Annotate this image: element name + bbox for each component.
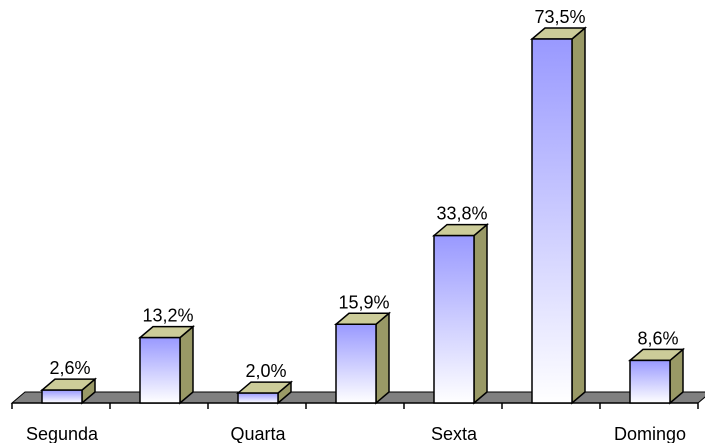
x-tick-label: Segunda: [26, 424, 99, 443]
bar-front-face: [335, 323, 377, 404]
bar-front-face: [139, 336, 181, 404]
bar-front-face: [41, 389, 83, 404]
x-tick-label: Domingo: [614, 424, 686, 443]
bar-side-face: [473, 222, 488, 405]
bar-front-face: [433, 234, 475, 404]
bar: [137, 325, 196, 405]
data-label: 2,0%: [245, 361, 286, 381]
bar-front-face: [629, 359, 671, 404]
bar-front-face: [531, 38, 573, 404]
data-label: 13,2%: [142, 306, 193, 326]
data-label: 15,9%: [338, 292, 389, 312]
bar: [235, 380, 294, 405]
bar: [529, 26, 588, 405]
bar-side-face: [571, 26, 586, 405]
data-label: 73,5%: [534, 7, 585, 27]
bar: [431, 222, 490, 405]
data-label: 33,8%: [436, 204, 487, 224]
data-label: 2,6%: [49, 358, 90, 378]
data-label: 8,6%: [637, 328, 678, 348]
bar-front-face: [237, 392, 279, 404]
bar: [39, 377, 98, 405]
bar: [627, 347, 686, 405]
x-tick-label: Sexta: [431, 424, 478, 443]
x-tick-label: Quarta: [230, 424, 286, 443]
bar-side-face: [179, 325, 194, 405]
bar: [333, 311, 392, 405]
bar-side-face: [375, 311, 390, 405]
